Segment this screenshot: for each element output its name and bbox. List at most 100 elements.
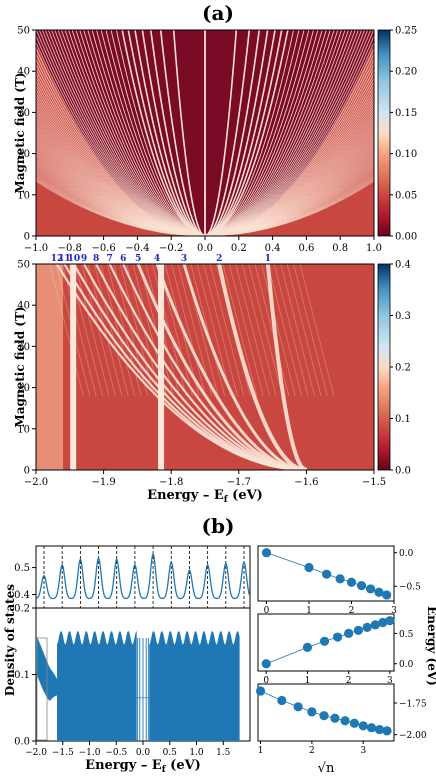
interference-fringe — [87, 264, 123, 396]
landau-level-a-top — [204, 178, 374, 236]
x-tick-label-b-right: 1 — [305, 676, 311, 686]
landau-level-a-top — [204, 30, 335, 236]
x-tick-label-b-main: 0.0 — [136, 748, 151, 758]
x-tick-label-b-right: 3 — [360, 746, 366, 756]
data-point — [346, 577, 357, 587]
landau-level-a-top — [204, 129, 374, 236]
data-point — [382, 590, 392, 600]
landau-level-a-top — [204, 158, 374, 236]
dos-inset-curve — [36, 546, 250, 608]
landau-level-a-top — [204, 141, 374, 236]
interference-fringe — [293, 264, 328, 396]
landau-level-a-bottom — [108, 264, 307, 470]
landau-level-a-top — [204, 30, 319, 236]
landau-level-a-top — [204, 174, 374, 236]
landau-level-a-top — [204, 152, 374, 236]
interference-fringe — [190, 264, 225, 396]
landau-level-a-top — [75, 30, 206, 236]
landau-level-a-top — [204, 30, 366, 236]
landau-level-a-top — [36, 144, 206, 236]
axis-a-bottom-ylabel: Magnetic field (T) — [13, 306, 27, 427]
x-tick-label-b-main: −0.5 — [105, 748, 127, 758]
landau-level-a-top — [36, 170, 206, 236]
data-point — [356, 580, 367, 591]
data-point — [358, 721, 368, 731]
landau-level-a-top — [204, 165, 374, 236]
landau-level-a-top — [105, 30, 206, 236]
scatter-b-right-mid: 0 1 2 3 0.5 0.0 — [261, 616, 414, 686]
dos-inset-line — [36, 552, 250, 600]
landau-level-a-top — [204, 68, 374, 236]
landau-level-a-top — [204, 178, 374, 236]
interference-fringe — [222, 264, 258, 396]
x-tick-label-b-right: 0 — [264, 606, 270, 616]
figure-label-b: (b) — [202, 514, 235, 538]
y-tick-label-b-right: 0.0 — [399, 660, 414, 670]
y-tick-label-a-bottom: 50 — [17, 260, 30, 271]
landau-level-a-top — [36, 157, 206, 236]
scatter-b-right-bottom: 1 2 3 −1.75 −2.00 — [255, 686, 427, 756]
landau-level-a-top — [36, 141, 206, 236]
landau-level-a-top — [54, 30, 206, 236]
landau-level-a-top — [204, 30, 300, 236]
landau-level-a-top — [204, 168, 374, 236]
landau-level-a-top — [110, 30, 206, 236]
landau-level-a-top — [204, 170, 374, 236]
landau-level-a-top — [36, 85, 206, 236]
landau-level-a-top — [36, 158, 206, 236]
landau-level-a-top — [204, 30, 374, 236]
x-tick-label-a-top: 0.2 — [231, 243, 247, 254]
x-tick-label-b-right: 2 — [346, 676, 352, 686]
x-tick-label-b-main: 0.5 — [163, 748, 178, 758]
interference-fringe — [61, 264, 97, 396]
landau-level-a-top — [204, 135, 374, 236]
landau-level-a-top — [204, 124, 374, 236]
heatmap-a-bottom-levels — [36, 264, 335, 470]
x-tick-label-a-top: −0.2 — [159, 243, 183, 254]
landau-level-a-top — [204, 30, 295, 236]
scatter-b-right-top: 0 1 2 3 0.0 −0.5 — [261, 548, 421, 616]
axis-b-right-xlabel: √n — [318, 761, 335, 776]
landau-level-a-top — [36, 162, 206, 236]
colorbar-a-bottom-tick-label: 0.0 — [395, 466, 411, 477]
landau-level-a-top — [36, 167, 206, 236]
level-label: 4 — [154, 254, 160, 264]
y-tick-label-a-top: 50 — [17, 26, 30, 37]
landau-level-a-top — [204, 179, 374, 236]
landau-level-a-top — [36, 126, 206, 236]
landau-level-a-top — [36, 135, 206, 236]
level-label: 7 — [107, 254, 113, 264]
landau-level-a-top — [61, 30, 206, 236]
data-point — [374, 725, 385, 735]
landau-level-a-top — [36, 159, 206, 236]
data-point — [365, 584, 376, 594]
y-tick-label-b-main: 0.0 — [14, 737, 30, 748]
level-label: 8 — [93, 254, 99, 264]
landau-level-a-top — [36, 63, 206, 236]
colorbar-a-top-tick-label: 0.25 — [395, 26, 417, 37]
data-point — [366, 723, 377, 733]
landau-level-a-top — [36, 30, 206, 236]
landau-level-a-bottom — [63, 264, 307, 470]
landau-level-a-top — [204, 163, 374, 236]
landau-level-a-top — [36, 174, 206, 236]
level-label: 3 — [181, 254, 187, 264]
x-tick-label-b-right: 0 — [263, 676, 269, 686]
landau-level-a-top — [204, 85, 374, 236]
landau-level-a-top — [204, 145, 374, 236]
landau-level-a-top — [204, 128, 374, 236]
landau-level-a-top — [36, 41, 206, 236]
landau-level-a-top — [36, 179, 206, 236]
landau-level-a-top — [204, 149, 374, 236]
colorbar-a-bottom-tick-label: 0.3 — [395, 311, 411, 322]
landau-level-a-bottom — [94, 264, 307, 470]
data-point — [340, 716, 350, 726]
landau-level-a-top — [36, 171, 206, 236]
colorbar-a-bottom — [377, 263, 391, 471]
interference-fringe — [139, 264, 174, 396]
y-tick-label-b-right: −0.5 — [399, 583, 421, 593]
landau-level-a-top — [36, 154, 206, 236]
landau-level-a-top — [64, 30, 206, 236]
landau-level-a-bottom — [182, 264, 307, 470]
